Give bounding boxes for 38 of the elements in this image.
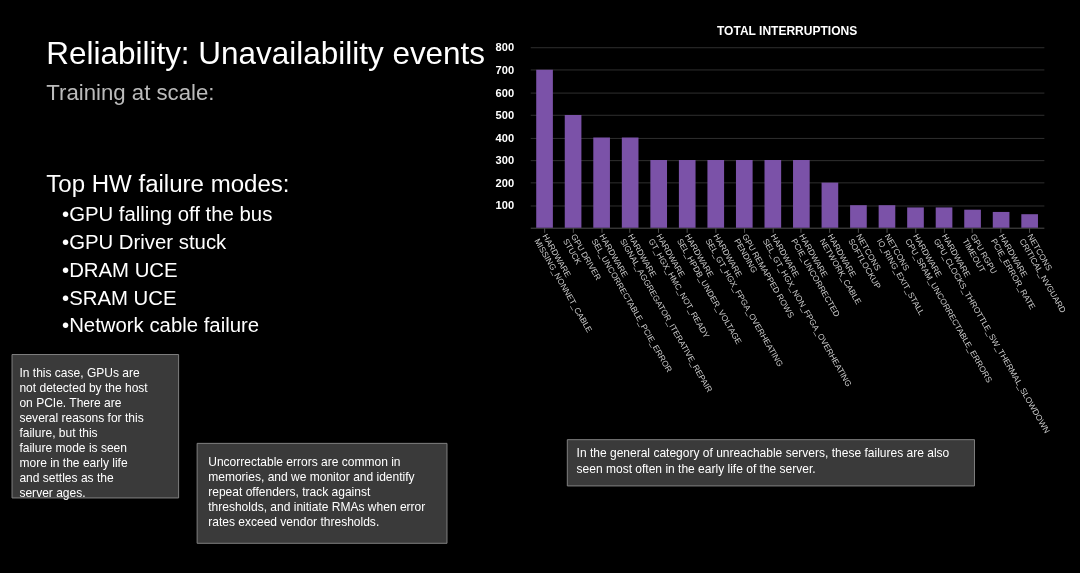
- text: •GPU falling off the bus: [62, 203, 273, 226]
- bar: [850, 205, 867, 228]
- y-tick-label: 300: [495, 154, 515, 167]
- text: •SRAM UCE: [62, 286, 177, 309]
- bar: [935, 207, 953, 228]
- text: Training at scale:: [46, 80, 215, 106]
- y-tick-label: 700: [495, 63, 515, 76]
- y-tick-label: 500: [495, 109, 515, 122]
- bar: [964, 209, 981, 228]
- bar: [878, 205, 896, 228]
- text: •GPU Driver stuck: [62, 231, 228, 254]
- bar: [678, 160, 696, 228]
- y-tick-label: 400: [495, 131, 515, 144]
- bar: [907, 207, 924, 228]
- bar: [992, 211, 1010, 228]
- bar: [564, 114, 582, 228]
- y-tick-label: 200: [495, 176, 515, 189]
- bar: [793, 160, 810, 228]
- bar: [536, 69, 553, 228]
- y-tick-label: 100: [495, 199, 515, 212]
- text: Top HW failure modes:: [46, 169, 290, 197]
- y-tick-label: 600: [495, 86, 515, 99]
- chart-title: TOTAL INTERRUPTIONS: [717, 24, 858, 39]
- bar: [735, 160, 753, 228]
- text: In the general category of unreachable servers, these failures are also seen most often in the early life of the server.: [576, 446, 950, 476]
- text: •DRAM UCE: [62, 258, 178, 281]
- bar: [621, 137, 639, 228]
- bar: [821, 182, 839, 228]
- bar: [593, 137, 610, 228]
- text: Reliability: Unavailability events: [46, 35, 486, 71]
- text: •Network cable failure: [62, 314, 260, 337]
- bar: [764, 160, 782, 228]
- text: In this case, GPUs are not detected by the host on PCIe. There are several reasons for this failure, but this failure mode is seen more in the early life and settles as the server ages.: [19, 365, 148, 501]
- bar: [1021, 214, 1038, 228]
- text: Uncorrectable errors are common in memories, and we monitor and identify repeat offenders, track against thresholds, and initiate RMAs when error rates exceed vendor thresholds.: [208, 454, 426, 529]
- y-tick-label: 800: [495, 41, 515, 54]
- bar: [650, 160, 668, 228]
- bar: [707, 160, 725, 228]
